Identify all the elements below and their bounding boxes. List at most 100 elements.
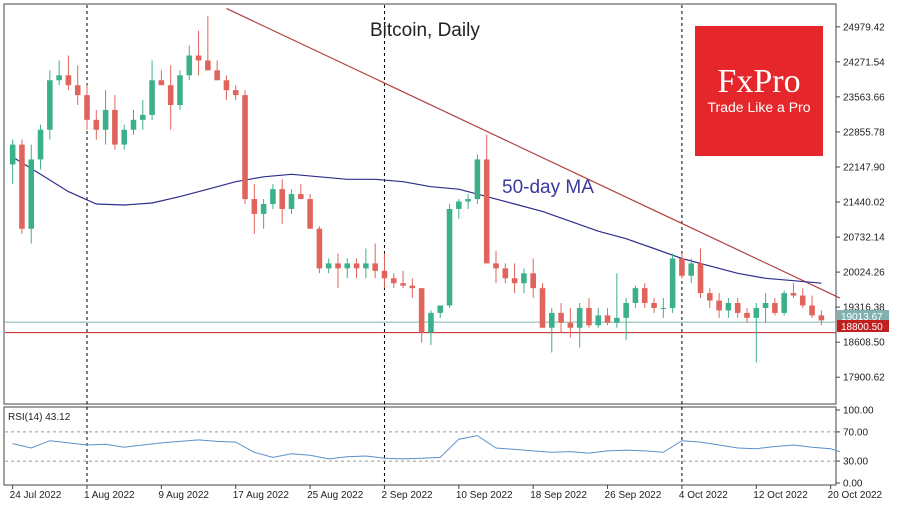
y-tick-label: 24271.54: [843, 57, 885, 68]
candle: [437, 305, 444, 318]
candle-body: [697, 263, 704, 294]
candle-body: [428, 312, 434, 333]
candle: [456, 199, 462, 219]
candle: [325, 258, 332, 274]
ma-label: 50-day MA: [502, 177, 594, 198]
candle: [372, 243, 378, 279]
candle: [279, 179, 286, 224]
candle-body: [47, 80, 53, 130]
candle-body: [809, 305, 815, 316]
candle: [400, 270, 406, 289]
candle: [158, 70, 165, 86]
rsi-y-tick-label: 30.00: [843, 457, 868, 468]
candle-body: [558, 312, 564, 323]
candle: [614, 273, 620, 328]
candle: [65, 55, 72, 91]
y-tick-label: 20024.26: [843, 268, 885, 279]
current-price-tag-bg: [837, 310, 889, 322]
candle-body: [409, 285, 416, 289]
candle-body: [688, 263, 695, 276]
rsi-y-tick-label: 70.00: [843, 427, 868, 438]
candle: [809, 295, 815, 318]
candle-body: [307, 199, 313, 229]
candle: [586, 298, 592, 328]
candle: [576, 303, 583, 348]
candle: [223, 75, 230, 101]
candle-body: [604, 315, 611, 323]
candle: [641, 283, 648, 308]
candle-body: [214, 70, 220, 81]
candle-body: [381, 270, 388, 279]
x-tick-label: 17 Aug 2022: [233, 490, 290, 501]
trendline-layer: [226, 7, 841, 299]
candle-body: [632, 288, 639, 303]
rsi-indicator: 100.00 70.00 30.00 0.00: [5, 406, 874, 490]
candle-body: [223, 80, 230, 91]
candle: [195, 30, 202, 76]
candle-body: [167, 85, 174, 105]
candle: [56, 60, 62, 86]
x-tick-label: 1 Aug 2022: [84, 490, 135, 501]
candle: [112, 95, 118, 150]
candle-body: [270, 189, 276, 204]
candle-body: [177, 75, 183, 105]
candle: [799, 288, 806, 308]
candle: [186, 45, 193, 81]
logo-background: [695, 26, 823, 156]
candle-body: [186, 55, 193, 76]
candle: [679, 253, 685, 279]
candle-body: [418, 288, 425, 333]
candle-body: [37, 129, 44, 160]
rsi-label: RSI(14) 43.12: [8, 412, 71, 423]
y-tick-label: 22855.78: [843, 127, 885, 138]
ma-layer: [12, 156, 822, 284]
candle-body: [781, 293, 787, 313]
candle-body: [130, 119, 137, 130]
candle: [121, 124, 127, 150]
candle-body: [614, 317, 620, 323]
candle: [19, 139, 25, 234]
resistance-trendline: [226, 7, 841, 299]
candle-body: [521, 273, 527, 284]
candle-body: [446, 208, 453, 306]
candle-body: [288, 194, 295, 209]
candle-body: [65, 75, 72, 86]
candle-body: [298, 194, 304, 200]
candle-body: [325, 263, 332, 269]
rsi-y-tick-label: 0.00: [843, 479, 863, 490]
candle-body: [818, 315, 825, 321]
candle: [381, 253, 388, 289]
candle-body: [56, 75, 62, 81]
candle: [493, 251, 499, 284]
candle: [37, 124, 44, 170]
candle: [139, 100, 146, 130]
candle: [214, 60, 220, 81]
candle-body: [790, 293, 797, 296]
candle-body: [121, 129, 127, 145]
candle-body: [344, 263, 351, 269]
candle: [697, 248, 704, 299]
candle-body: [502, 268, 509, 279]
x-tick-label: 20 Oct 2022: [828, 490, 883, 501]
candle: [790, 283, 797, 299]
candle: [288, 189, 295, 214]
candle: [772, 298, 778, 316]
candle: [9, 139, 16, 185]
y-tick-label: 18608.50: [843, 338, 885, 349]
candle: [93, 109, 100, 140]
candle: [390, 273, 397, 289]
candle: [762, 293, 769, 323]
candle: [669, 253, 676, 313]
candle-body: [260, 204, 267, 214]
candle: [502, 263, 509, 284]
x-tick-label: 24 Jul 2022: [10, 490, 62, 501]
candle: [307, 194, 313, 229]
candle: [595, 307, 602, 328]
candle-body: [139, 114, 146, 120]
candle: [688, 258, 695, 284]
candle-body: [474, 159, 481, 200]
candle: [232, 85, 239, 101]
candle-body: [112, 109, 118, 145]
candle: [716, 293, 722, 318]
candle-body: [725, 303, 732, 311]
